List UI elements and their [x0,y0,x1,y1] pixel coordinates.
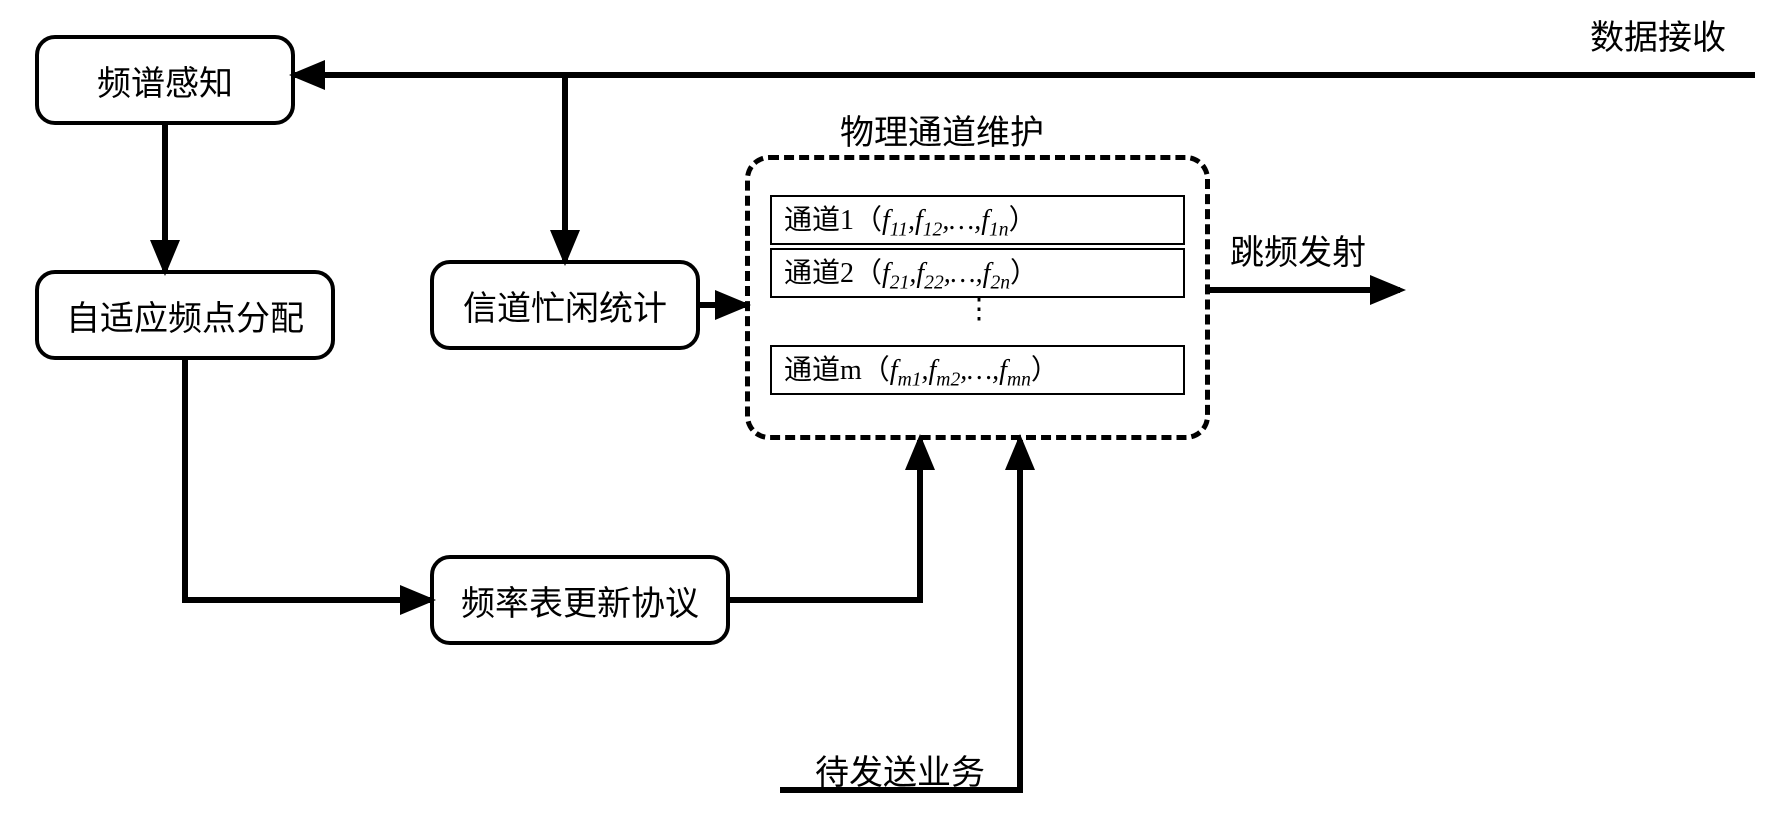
channel-1-text: 通道1（f11,f12,…,f1n） [784,198,1037,242]
channel-2-text: 通道2（f21,f22,…,f2n） [784,251,1038,295]
physical-channel-label: 物理通道维护 [840,105,1044,154]
channel-m-box: 通道m（fm1,fm2,…,fmn） [770,345,1185,395]
edge-pending-to-dashed [780,440,1020,790]
channel-busy-node: 信道忙闲统计 [430,260,700,350]
channel-1-box: 通道1（f11,f12,…,f1n） [770,195,1185,245]
freq-table-update-node: 频率表更新协议 [430,555,730,645]
data-receive-label: 数据接收 [1590,10,1726,59]
adaptive-freq-node: 自适应频点分配 [35,270,335,360]
channel-m-text: 通道m（fm1,fm2,…,fmn） [784,348,1059,392]
freq-table-update-label: 频率表更新协议 [461,576,699,625]
channel-busy-label: 信道忙闲统计 [463,281,667,330]
edge-update-to-dashed [730,440,920,600]
hop-transmit-label: 跳频发射 [1230,225,1366,274]
channel-vdots: ⋮ [965,305,985,315]
channel-2-box: 通道2（f21,f22,…,f2n） [770,248,1185,298]
pending-service-label: 待发送业务 [815,745,985,794]
adaptive-freq-label: 自适应频点分配 [66,291,304,340]
spectrum-sensing-node: 频谱感知 [35,35,295,125]
edge-adaptive-to-update [185,360,430,600]
spectrum-sensing-label: 频谱感知 [97,56,233,105]
